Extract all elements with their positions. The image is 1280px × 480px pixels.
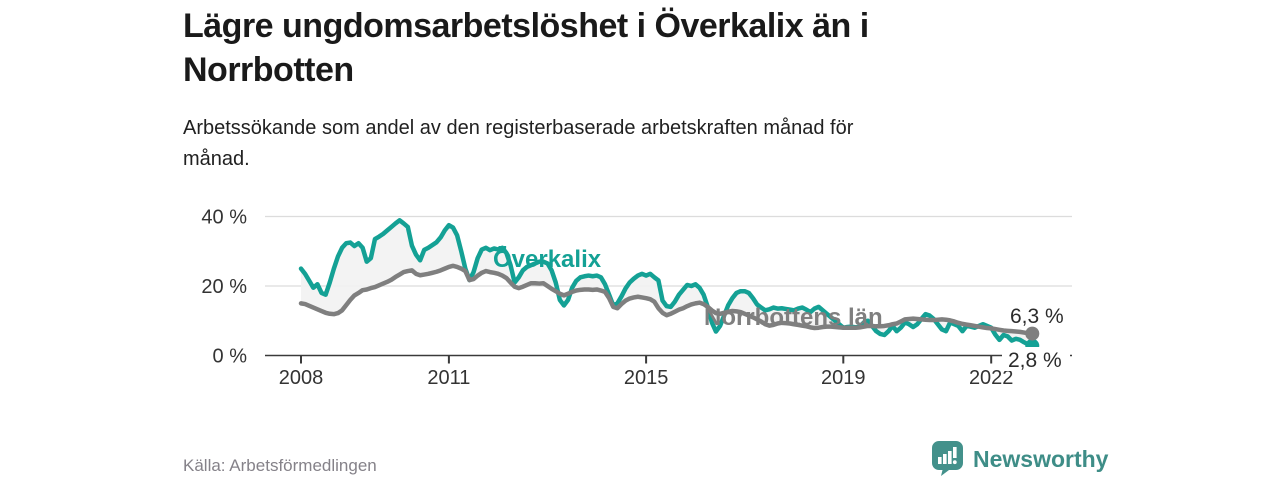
logo-exclamation-bar	[953, 447, 957, 458]
logo-bar-2	[943, 454, 947, 464]
newsworthy-logo-icon	[932, 441, 963, 476]
logo-bubble	[932, 441, 963, 476]
newsworthy-wordmark: Newsworthy	[973, 446, 1109, 472]
norrbotten-end-dot	[1025, 326, 1040, 341]
y-tick-label: 40 %	[201, 207, 247, 229]
x-tick-label: 2011	[427, 367, 470, 389]
y-tick-label: 20 %	[201, 276, 247, 298]
overkalix-label: Överkalix	[493, 246, 602, 273]
overkalix-end: 2,8 %	[1008, 349, 1062, 372]
logo-exclamation-dot	[952, 460, 957, 465]
between-series-fill	[301, 220, 1033, 346]
y-tick-label: 0 %	[213, 346, 248, 368]
logo-bar-3	[948, 451, 952, 464]
x-tick-label: 2015	[624, 367, 669, 389]
end-label-mask	[1002, 347, 1070, 371]
source-note: Källa: Arbetsförmedlingen	[183, 456, 377, 475]
logo-bar-1	[938, 457, 942, 464]
x-tick-label: 2008	[279, 367, 324, 389]
chart-subtitle: Arbetssökande som andel av den registerb…	[183, 117, 854, 170]
chart-title: Lägre ungdomsarbetslöshet i Överkalix än…	[183, 7, 869, 89]
newsworthy-logo: Newsworthy	[932, 441, 1108, 477]
overkalix-line	[298, 218, 1035, 349]
x-tick-label: 2019	[821, 367, 866, 389]
norrbotten-label: Norrbottens län	[704, 304, 883, 331]
x-tick-label: 2022	[969, 367, 1014, 389]
norrbotten-line	[298, 263, 1035, 336]
norrbotten-end: 6,3 %	[1010, 305, 1064, 328]
line-chart-plot: 2008 2011 2015 2019 2022 0 % 20 % 40 % Överkalix…	[201, 207, 1072, 389]
